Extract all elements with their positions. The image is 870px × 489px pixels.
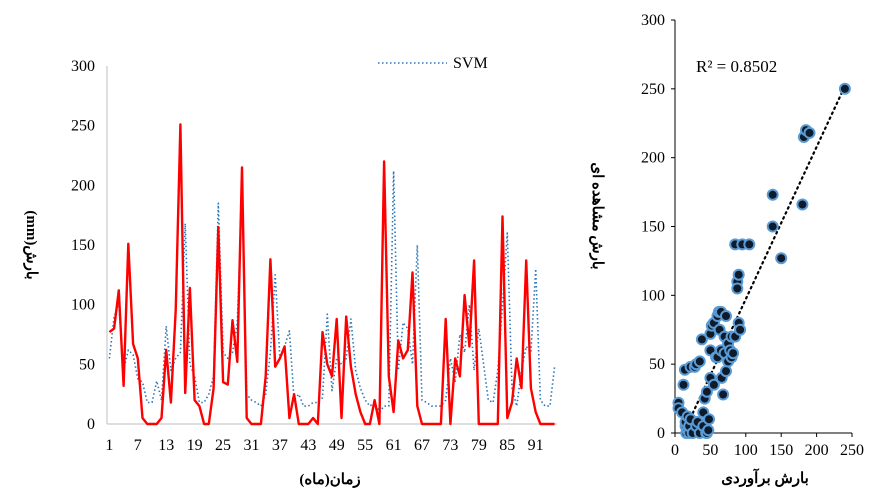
scatter-y-tick-label: 250 [641,81,665,98]
scatter-y-ticks: 0 50 100 150 200 250 300 [641,12,675,442]
scatter-point [775,252,788,265]
scatter-point [703,413,715,426]
x-tick-label: 61 [386,437,402,454]
scatter-y-tick-label: 200 [641,150,665,167]
scatter-y-tick-label: 300 [641,12,665,29]
x-tick-label: 25 [215,437,231,454]
scatter-y-tick-label: 50 [649,356,665,373]
scatter-point [720,365,732,378]
scatter-point [695,333,708,346]
x-tick-label: 19 [187,437,203,454]
scatter-trendline-group [682,84,847,435]
scatter-x-title: بارش برآوردی [721,468,809,487]
x-tick-label: 7 [134,437,142,454]
y-tick-label: 150 [71,237,95,254]
scatter-trendline [682,84,847,435]
x-tick-label: 37 [272,437,288,454]
x-tick-label: 91 [528,437,544,454]
line-chart-series [108,123,556,426]
scatter-x-ticks: 0 50 100 150 200 250 [671,433,864,459]
y-tick-label: 50 [79,356,95,373]
scatter-y-tick-label: 100 [641,287,665,304]
scatter-point [732,268,745,281]
scatter-x-tick-label: 200 [805,442,829,459]
scatter-y-title: بارش مشاهده ای [589,162,605,269]
y-tick-label: 100 [71,297,95,314]
scatter-point [700,385,713,398]
scatter-point [707,378,720,391]
y-tick-label: 300 [71,58,95,75]
r-squared-annotation: R² = 0.8502 [696,57,777,76]
line-chart-y-title: بارش(mm) [23,210,39,279]
scatter-x-tick-label: 100 [734,442,758,459]
scatter-point [838,82,851,95]
scatter-x-tick-label: 50 [702,442,718,459]
legend: SVM [378,55,488,72]
scatter-y-tick-label: 150 [641,219,665,236]
y-tick-label: 0 [87,416,95,433]
x-tick-label: 55 [357,437,373,454]
x-tick-label: 85 [499,437,515,454]
scatter-x-tick-label: 250 [840,442,864,459]
x-tick-label: 49 [329,437,345,454]
scatter-point [743,238,756,251]
scatter-x-tick-label: 150 [769,442,793,459]
line-chart-x-title: زمان(ماه) [299,472,360,488]
x-tick-label: 43 [300,437,316,454]
scatter-point [796,198,809,211]
x-tick-label: 73 [442,437,458,454]
scatter-point [766,188,779,201]
scatter-point [734,323,747,336]
scatter-point [717,388,730,401]
legend-label-svm: SVM [453,55,488,72]
scatter-point [702,424,715,437]
series-line-observed [108,123,555,426]
scatter-points [672,82,851,439]
scatter-y-tick-label: 0 [657,425,665,442]
x-tick-label: 1 [105,437,113,454]
x-tick-label: 31 [243,437,259,454]
scatter-point [731,282,744,295]
scatter-point [803,126,816,139]
scatter-point [677,378,690,391]
x-tick-label: 13 [158,437,174,454]
y-tick-label: 250 [71,118,95,135]
scatter-point [727,347,740,360]
scatter-point [720,310,732,322]
line-chart-x-ticks: 1 7 13 19 25 31 37 43 49 55 61 67 73 79 85 91 [105,437,543,454]
series-line-svm [108,170,556,413]
x-tick-label: 67 [414,437,430,454]
scatter-point [766,220,779,233]
line-chart: 0 50 100 150 200 250 300 1 7 13 19 25 31 37 43 49 55 61 6… [23,55,557,488]
scatter-x-tick-label: 0 [671,442,679,459]
line-chart-y-ticks: 0 50 100 150 200 250 300 [71,58,95,433]
scatter-chart: 0 50 100 150 200 250 300 0 50 100 150 200 250 R² = … [589,12,864,487]
scatter-point [693,355,706,368]
x-tick-label: 79 [471,437,487,454]
y-tick-label: 200 [71,177,95,194]
